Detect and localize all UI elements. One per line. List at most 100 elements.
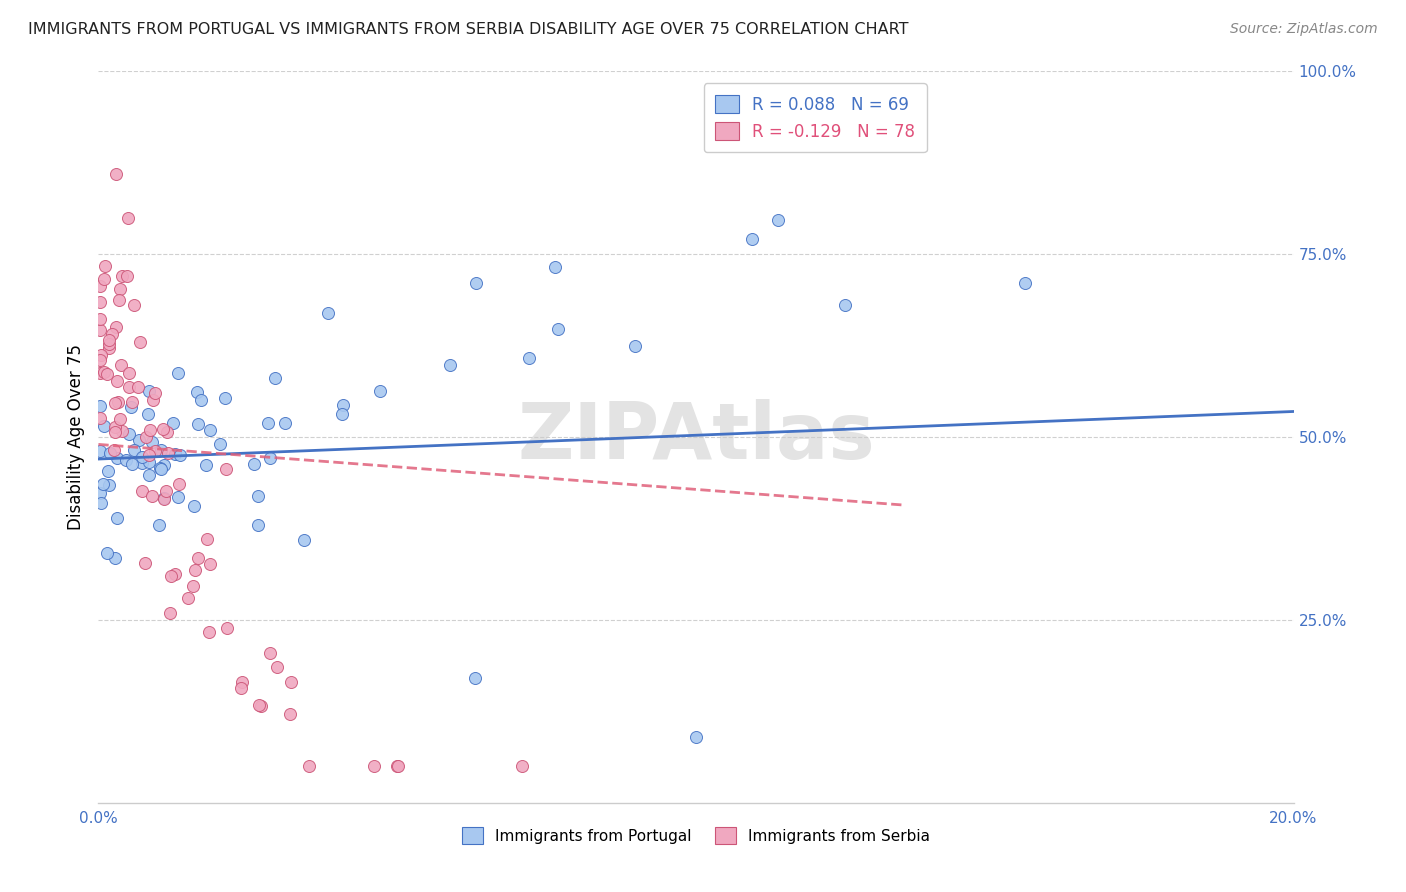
Point (259, 646, 281, 660)
Legend: Immigrants from Portugal, Immigrants from Serbia: Immigrants from Portugal, Immigrants fro… (456, 822, 936, 850)
Point (183, 500, 205, 514)
Point (208, 437, 231, 451)
Point (122, 443, 145, 458)
Point (117, 211, 139, 225)
Point (117, 269, 139, 284)
Point (160, 569, 183, 583)
Point (104, 425, 127, 439)
Point (167, 476, 190, 491)
Point (834, 298, 856, 312)
Point (278, 706, 301, 721)
Point (153, 491, 176, 506)
Point (107, 293, 129, 308)
Text: IMMIGRANTS FROM PORTUGAL VS IMMIGRANTS FROM SERBIA DISABILITY AGE OVER 75 CORREL: IMMIGRANTS FROM PORTUGAL VS IMMIGRANTS F… (28, 22, 908, 37)
Point (101, 327, 124, 342)
Point (105, 450, 128, 465)
Point (121, 394, 143, 409)
Point (332, 398, 354, 412)
Point (138, 448, 160, 462)
Y-axis label: Disability Age Over 75: Disability Age Over 75 (66, 344, 84, 530)
Point (141, 489, 163, 503)
Point (257, 416, 280, 430)
Point (510, 759, 533, 773)
Point (89, 486, 111, 500)
Point (148, 518, 170, 533)
Point (124, 298, 146, 312)
Point (266, 660, 288, 674)
Point (741, 232, 763, 246)
Point (187, 417, 209, 432)
Point (89, 323, 111, 337)
Point (90, 348, 112, 362)
Point (183, 563, 205, 577)
Point (143, 444, 166, 458)
Point (259, 450, 281, 465)
Point (280, 675, 302, 690)
Point (149, 462, 172, 476)
Point (247, 517, 270, 532)
Point (89, 410, 111, 425)
Point (138, 468, 160, 483)
Point (195, 458, 218, 473)
Point (89, 312, 111, 326)
Point (98, 478, 121, 492)
Text: ZIPAtlas: ZIPAtlas (517, 399, 875, 475)
Point (363, 759, 385, 773)
Point (165, 567, 187, 582)
Point (98, 446, 121, 460)
Point (159, 606, 181, 620)
Point (195, 532, 218, 546)
Point (118, 380, 141, 394)
Point (94, 259, 117, 273)
Point (103, 442, 125, 457)
Point (149, 442, 172, 457)
Point (198, 625, 221, 640)
Point (127, 380, 149, 394)
Point (138, 455, 160, 469)
Point (685, 730, 707, 744)
Point (143, 386, 166, 401)
Point (156, 446, 179, 460)
Point (93, 365, 115, 379)
Point (108, 411, 131, 425)
Point (131, 456, 153, 470)
Point (464, 672, 486, 686)
Point (1014, 277, 1036, 291)
Point (110, 282, 132, 296)
Point (156, 425, 179, 439)
Point (96, 367, 118, 381)
Point (111, 269, 134, 284)
Point (153, 491, 176, 506)
Point (104, 420, 127, 434)
Point (249, 699, 271, 714)
Point (89, 294, 111, 309)
Point (186, 384, 208, 399)
Point (316, 306, 339, 320)
Point (187, 551, 209, 566)
Point (98, 342, 121, 356)
Point (105, 320, 128, 334)
Point (107, 394, 129, 409)
Point (149, 461, 172, 475)
Point (90, 496, 112, 510)
Point (139, 423, 162, 437)
Point (129, 334, 152, 349)
Point (98, 337, 121, 351)
Point (91, 477, 114, 491)
Point (111, 425, 134, 439)
Point (292, 533, 315, 548)
Point (330, 407, 353, 421)
Point (247, 489, 270, 503)
Point (624, 338, 647, 352)
Point (97, 333, 120, 347)
Point (138, 384, 160, 399)
Point (136, 407, 159, 421)
Point (215, 621, 238, 635)
Point (134, 556, 156, 570)
Point (128, 433, 150, 447)
Point (120, 400, 142, 414)
Text: Source: ZipAtlas.com: Source: ZipAtlas.com (1230, 22, 1378, 37)
Point (464, 277, 486, 291)
Point (229, 681, 252, 695)
Point (97, 464, 120, 478)
